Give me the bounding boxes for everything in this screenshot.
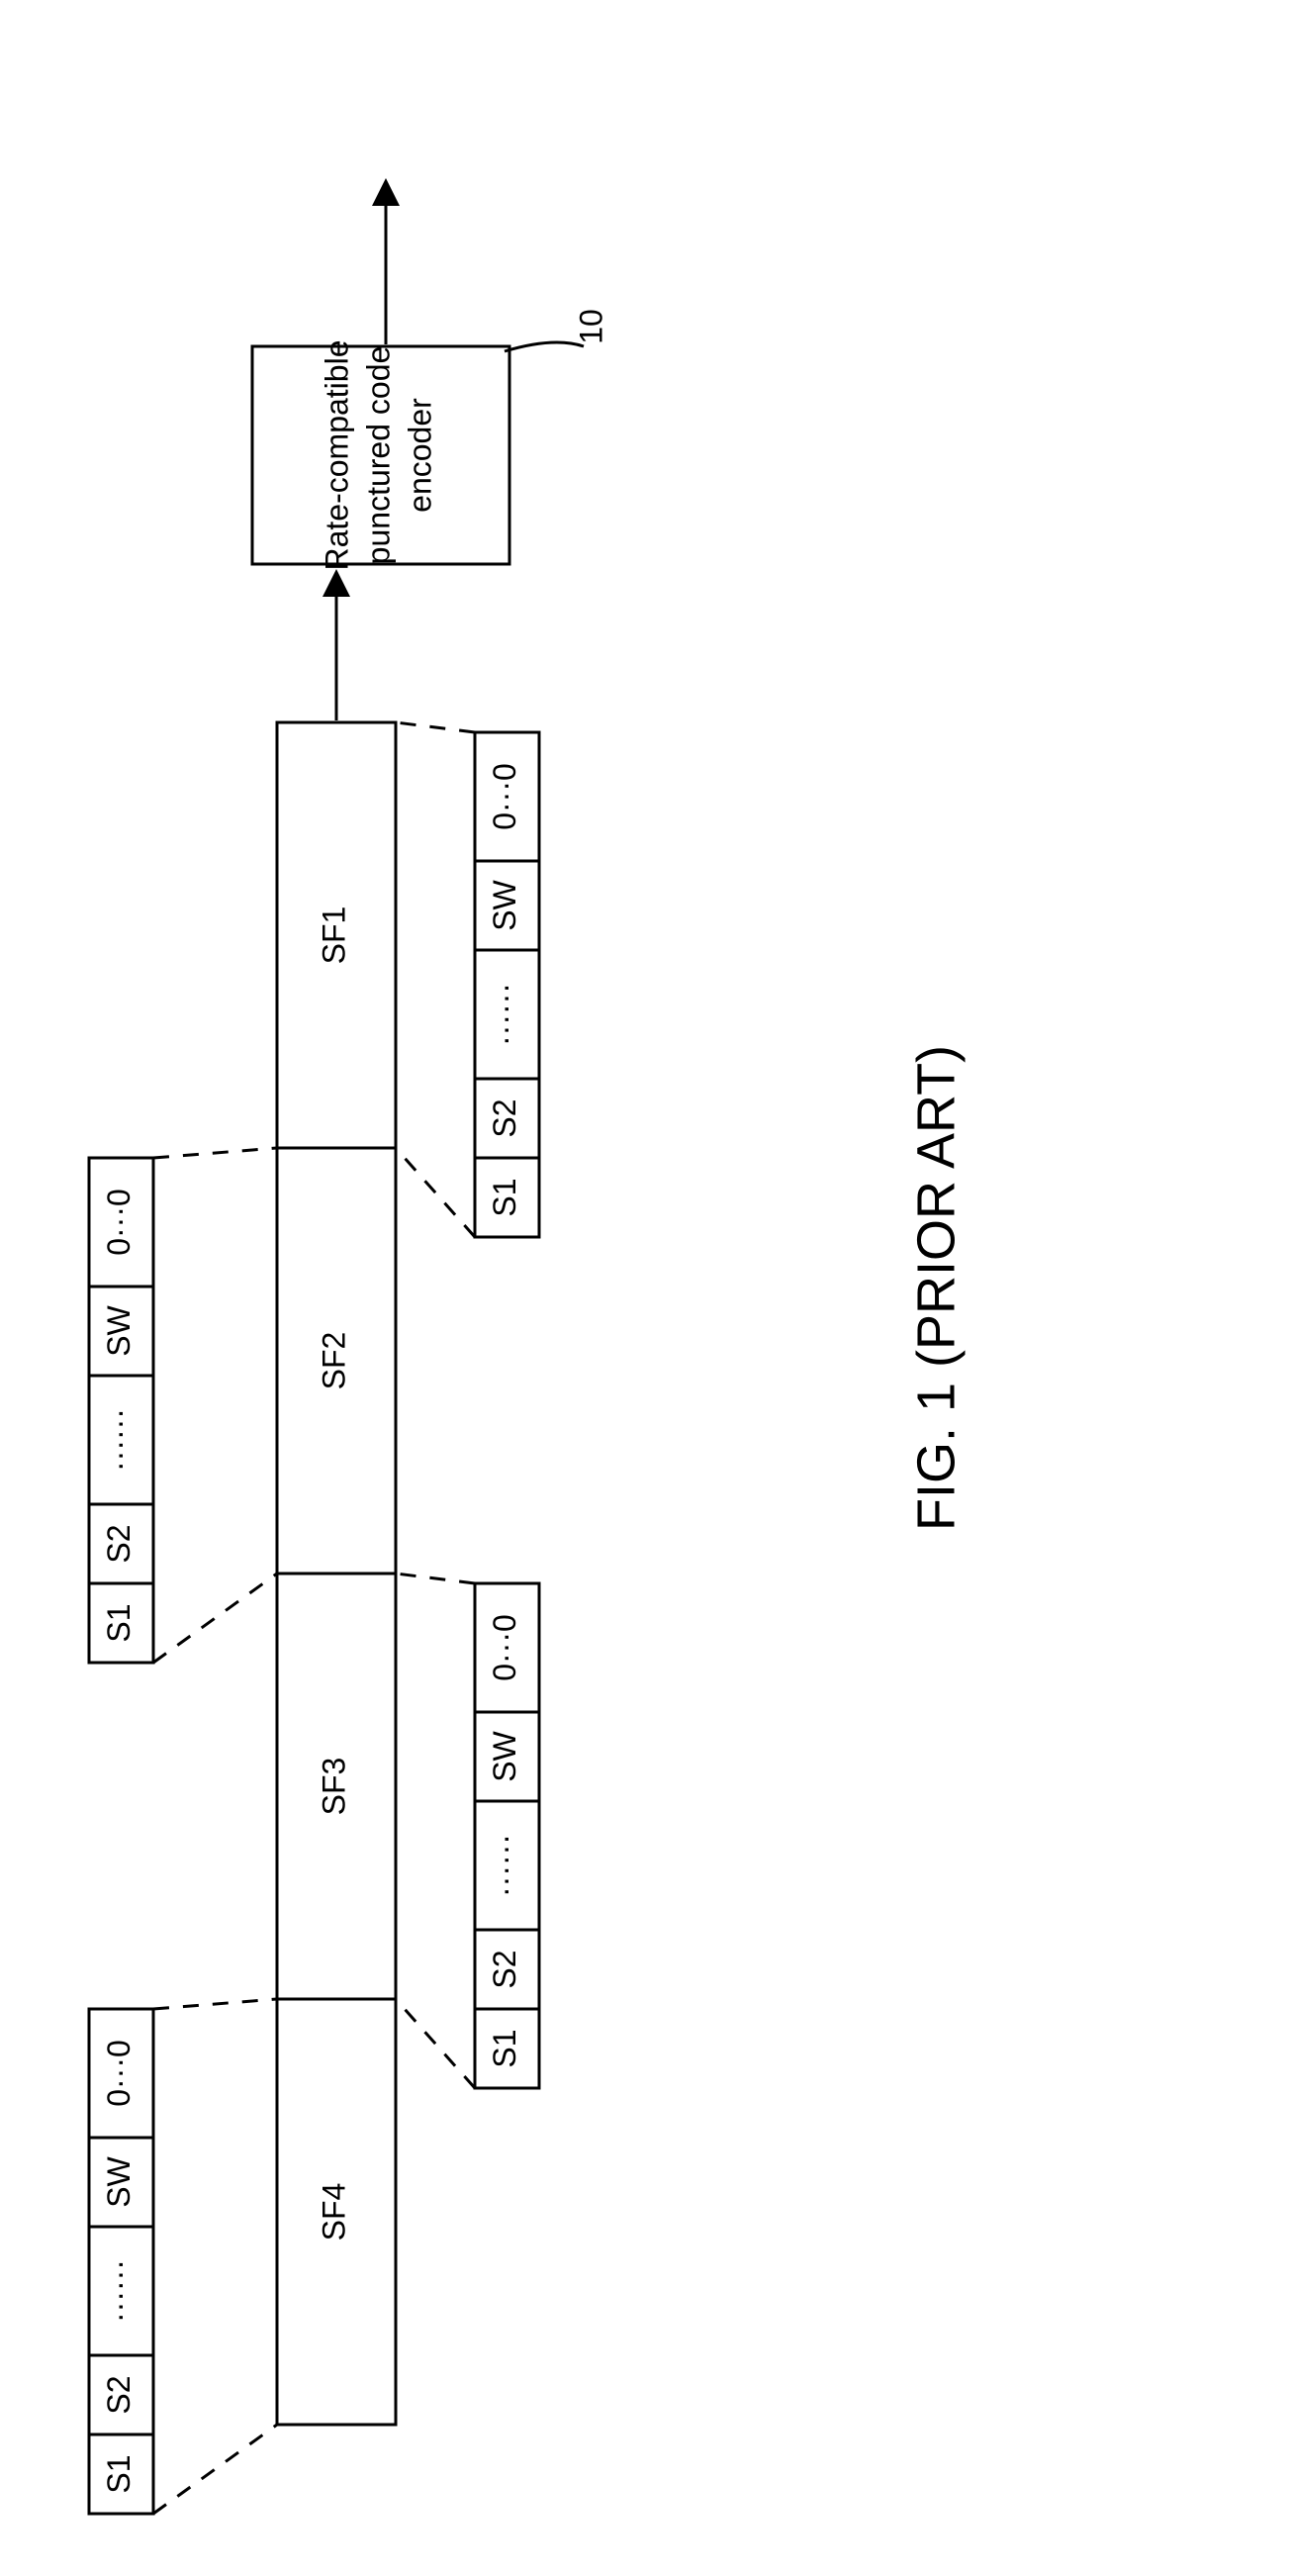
svg-text:S1: S1	[101, 2454, 137, 2493]
svg-text:S1: S1	[487, 2029, 522, 2067]
svg-text:10: 10	[573, 309, 608, 344]
svg-text:······: ······	[487, 983, 522, 1046]
svg-text:······: ······	[487, 1834, 522, 1897]
svg-text:SF2: SF2	[316, 1332, 351, 1390]
svg-text:FIG. 1 (PRIOR ART): FIG. 1 (PRIOR ART)	[906, 1045, 966, 1531]
svg-text:Rate-compatible: Rate-compatible	[319, 340, 354, 571]
svg-text:SF4: SF4	[316, 2183, 351, 2242]
svg-text:0···0: 0···0	[487, 763, 522, 830]
svg-text:······: ······	[101, 1408, 137, 1472]
svg-text:punctured code: punctured code	[360, 346, 396, 565]
svg-text:SW: SW	[101, 1304, 137, 1356]
svg-text:S2: S2	[487, 1098, 522, 1137]
svg-text:S1: S1	[101, 1603, 137, 1642]
svg-text:S2: S2	[101, 2375, 137, 2414]
svg-text:S1: S1	[487, 1178, 522, 1216]
svg-text:SW: SW	[101, 2155, 137, 2207]
svg-text:SW: SW	[487, 879, 522, 930]
svg-text:S2: S2	[101, 1524, 137, 1563]
svg-text:SW: SW	[487, 1730, 522, 1781]
svg-text:0···0: 0···0	[101, 2040, 137, 2107]
svg-text:encoder: encoder	[402, 398, 437, 513]
svg-text:······: ······	[101, 2259, 137, 2323]
svg-text:0···0: 0···0	[101, 1189, 137, 1256]
svg-text:SF3: SF3	[316, 1758, 351, 1816]
svg-text:SF1: SF1	[316, 906, 351, 965]
svg-text:S2: S2	[487, 1950, 522, 1988]
svg-text:0···0: 0···0	[487, 1614, 522, 1681]
